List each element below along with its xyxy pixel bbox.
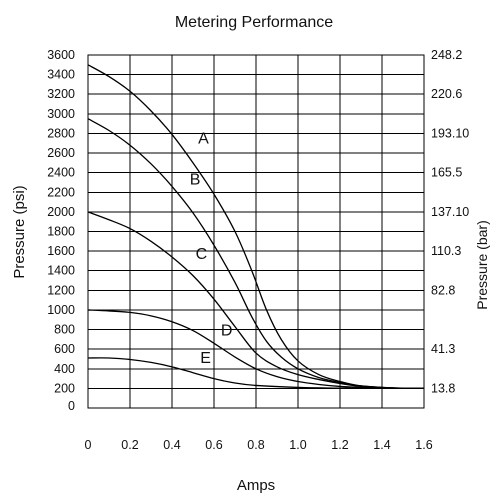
plot-frame [87, 54, 425, 409]
y-tick-label: 3200 [47, 87, 75, 101]
x-tick-label: 0.6 [205, 438, 222, 452]
y-tick-label: 1800 [47, 225, 75, 239]
y2-axis-ticks: 13.8 41.3 82.8 110.3 137.10 165.5 193.10 220.6 2… [431, 48, 469, 395]
y-tick-label: 2000 [47, 205, 75, 219]
y-tick-label: 1400 [47, 264, 75, 278]
chart-title: Metering Performance [175, 14, 333, 31]
x-tick-label: 1.0 [289, 438, 306, 452]
series-curves [87, 64, 425, 390]
series-label-a: A [198, 130, 209, 147]
x-tick-label: 1.6 [415, 438, 432, 452]
y2-axis-label: Pressure (bar) [474, 220, 490, 309]
series-line-d [87, 309, 425, 390]
y-tick-label: 0 [68, 399, 75, 413]
series-label-b: B [190, 171, 201, 188]
y-tick-label: 3000 [47, 107, 75, 121]
series-line-e [87, 357, 425, 390]
y2-tick-label: 220.6 [431, 87, 462, 101]
series-label-c: C [196, 246, 208, 263]
series-line-c [87, 211, 425, 390]
x-tick-label: 0.8 [247, 438, 264, 452]
y-tick-label: 2800 [47, 126, 75, 140]
x-tick-label: 0.2 [121, 438, 138, 452]
y-axis-label: Pressure (psi) [11, 185, 28, 278]
y2-tick-label: 41.3 [431, 342, 455, 356]
y-tick-label: 2200 [47, 185, 75, 199]
series-label-e: E [200, 350, 211, 367]
y-tick-label: 200 [54, 381, 75, 395]
y-tick-label: 1600 [47, 244, 75, 258]
y-axis-ticks: 0 200 400 600 800 1000 1200 1400 1600 1800 2000 220… [47, 48, 75, 413]
x-tick-label: 1.4 [373, 438, 390, 452]
x-axis-ticks: 0 0.2 0.4 0.6 0.8 1.0 1.2 1.4 1.6 [85, 438, 433, 452]
y2-tick-label: 137.10 [431, 205, 469, 219]
x-tick-label: 1.2 [331, 438, 348, 452]
y-tick-label: 3400 [47, 68, 75, 82]
y-tick-label: 1000 [47, 303, 75, 317]
series-label-d: D [221, 322, 233, 339]
y-tick-label: 600 [54, 342, 75, 356]
x-axis-label: Amps [237, 477, 275, 494]
y-tick-label: 2600 [47, 146, 75, 160]
series-line-b [87, 118, 425, 390]
y-tick-label: 3600 [47, 48, 75, 62]
y-tick-label: 400 [54, 362, 75, 376]
y2-tick-label: 13.8 [431, 381, 455, 395]
y2-tick-label: 193.10 [431, 126, 469, 140]
y2-tick-label: 248.2 [431, 48, 462, 62]
grid-lines [87, 54, 425, 409]
series-labels: A B C DE [190, 130, 233, 367]
y2-tick-label: 165.5 [431, 166, 462, 180]
y2-tick-label: 82.8 [431, 283, 455, 297]
y2-tick-label: 110.3 [431, 244, 461, 258]
x-tick-label: 0 [85, 438, 92, 452]
x-tick-label: 0.4 [163, 438, 180, 452]
y-tick-label: 2400 [47, 166, 75, 180]
y-tick-label: 800 [54, 323, 75, 337]
y-tick-label: 1200 [47, 283, 75, 297]
